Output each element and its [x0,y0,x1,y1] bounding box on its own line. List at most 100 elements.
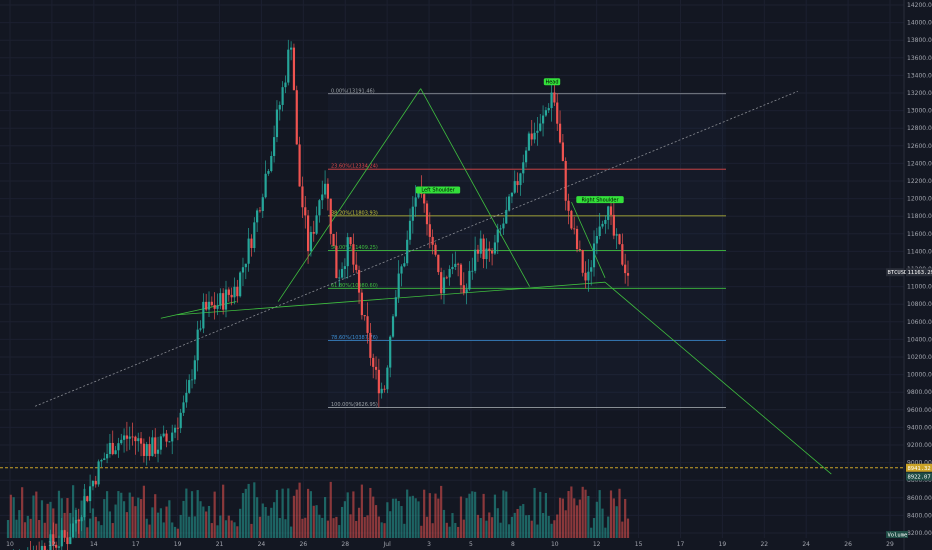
candle-body [581,249,584,273]
volume-bar [544,493,547,538]
candle-body [332,233,335,246]
candle-body [474,249,477,271]
volume-bar [66,498,69,538]
volume-bar [462,519,465,538]
candle-body [66,537,69,545]
volume-bar [539,491,542,538]
candle-body [434,244,437,255]
volume-bar [615,506,618,538]
volume-bar [598,490,601,538]
volume-bar [326,520,330,538]
candle-body [372,357,375,367]
annotation-label: Right Shoulder [581,197,619,203]
candle-body [578,249,581,250]
candle-body [182,402,185,413]
volume-bar [287,488,290,538]
candle-body [83,496,86,518]
volume-bar [550,523,553,538]
volume-bar [100,525,103,538]
price-axis[interactable]: 8200.00 8400.00 8600.00 8800.00 9000.00 9200.… [903,0,932,550]
volume-bar [207,505,211,538]
candle-body [360,292,363,316]
volume-bar [578,499,581,538]
x-tick-label: 24 [258,541,266,548]
candle-body [408,220,412,240]
candle-body [377,369,380,394]
candle-body [428,224,431,237]
volume-bar [148,524,151,538]
candle-body [406,239,409,264]
x-tick-label: Jul [383,541,392,548]
candle-body [389,336,392,368]
volume-bar [63,512,66,538]
volume-bar [423,489,426,538]
volume-bar [236,526,239,538]
candle-body [541,115,545,124]
volume-bar [26,515,29,538]
x-tick-label: 10 [551,541,559,548]
volume-bar [417,501,420,538]
y-tick-label: 13400.00 [907,72,932,79]
candle-body [292,47,296,91]
candle-body [343,266,346,269]
fibonacci-retracement[interactable]: 0.00%(13191.46) 23.60%(12334.24) 38.20%(11… [328,88,726,408]
candle-body [459,264,463,286]
candle-body [626,273,630,276]
x-tick-label: 22 [760,541,768,548]
volume-bar [298,482,301,538]
candle-body [482,238,485,260]
candle-body [224,289,228,310]
volume-bar [108,511,112,538]
candle-body [139,438,143,444]
volume-bar [564,510,567,538]
volume-bar [547,515,550,538]
volume-bar [471,491,474,538]
volume-bar [309,491,313,538]
candle-body [287,49,290,83]
price-label-box [906,472,932,481]
candle-body [394,297,397,317]
volume-bar [154,494,157,538]
candle-body [425,203,429,225]
volume-bar [482,493,485,538]
y-tick-label: 10600.00 [907,319,932,326]
x-tick-label: 12 [48,541,56,548]
candle-body [188,380,191,393]
volume-bar [278,518,281,538]
volume-bar [230,520,233,538]
time-axis[interactable]: 10 12 14 17 19 21 24 26 28 Jul 3 5 8 10 12 15 17 19 22 24 26… [6,541,894,548]
candle-body [397,273,400,298]
volume-bar [335,516,338,538]
candle-body [507,196,511,210]
volume-bar [363,516,366,538]
candle-body [621,244,624,265]
volume-bar [522,504,525,538]
volume-bar [281,488,284,538]
candle-body [168,441,171,443]
y-tick-label: 9200.00 [907,442,932,449]
fib-level-label: 78.60%(10387.76) [331,335,378,341]
y-tick-label: 9000.00 [907,460,932,467]
candle-body [154,437,157,454]
candle-body [290,47,293,50]
candle-body [275,109,279,138]
candle-body [547,108,550,111]
candle-body [207,301,211,310]
volume-bar [618,488,621,538]
volume-bar [366,515,369,538]
volume-bar [190,491,194,538]
volume-bar [273,502,276,538]
candle-body [134,436,137,442]
volume-bar [267,515,270,538]
y-tick-label: 8800.00 [907,477,932,484]
y-tick-label: 11000.00 [907,284,932,291]
candle-body [479,238,482,254]
volume-bar [114,504,117,538]
volume-bar [451,513,454,538]
candle-body [97,461,100,485]
x-tick-label: 15 [635,541,643,548]
volume-bar [431,523,434,538]
volume-bar [103,499,106,538]
